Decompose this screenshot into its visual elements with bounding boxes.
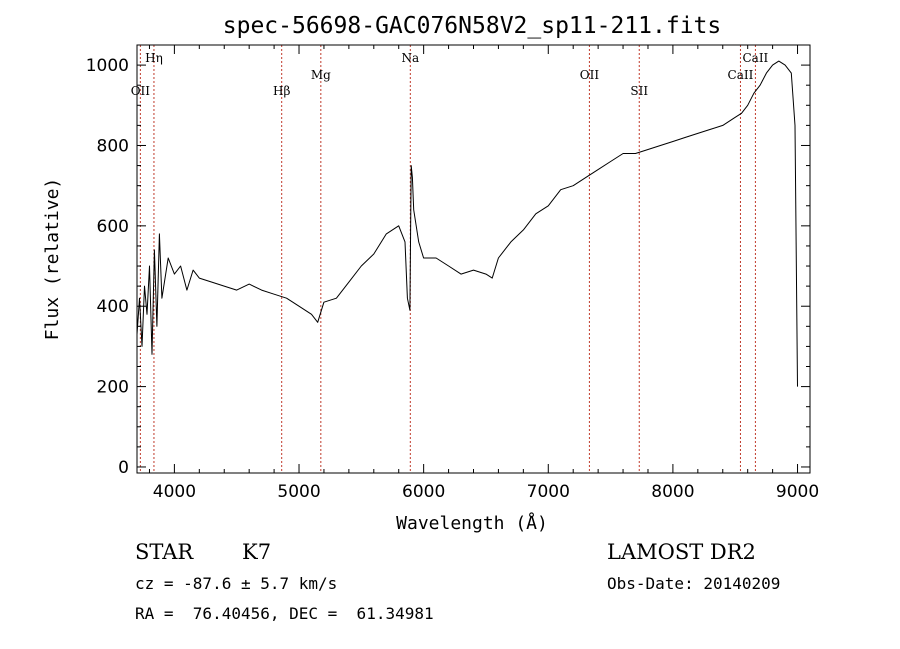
chart-title: spec-56698-GAC076N58V2_sp11-211.fits xyxy=(223,13,722,39)
coordinates: RA = 76.40456, DEC = 61.34981 xyxy=(135,604,434,623)
x-tick-label: 5000 xyxy=(277,482,320,502)
spectrum-line xyxy=(136,60,798,387)
x-axis: 4000 5000 6000 7000 8000 9000 xyxy=(148,45,819,502)
x-tick-label: 6000 xyxy=(402,482,445,502)
spectrum-series xyxy=(136,60,798,387)
y-tick-label: 200 xyxy=(97,378,129,398)
observation-date: Obs-Date: 20140209 xyxy=(607,574,781,593)
y-axis-label: Flux (relative) xyxy=(42,178,63,341)
line-marker-label: CaII xyxy=(742,51,768,65)
line-marker-label: OII xyxy=(580,68,600,82)
y-tick-label: 400 xyxy=(97,297,129,317)
y-tick-label: 800 xyxy=(97,136,129,156)
x-tick-label: 8000 xyxy=(651,482,694,502)
line-marker-label: Hη xyxy=(145,51,163,65)
y-tick-label: 1000 xyxy=(86,56,129,76)
object-subclass: K7 xyxy=(242,540,272,564)
line-marker-label: SII xyxy=(630,84,648,98)
redshift-velocity: cz = -87.6 ± 5.7 km/s xyxy=(135,574,338,593)
object-class: STAR xyxy=(135,540,194,564)
line-marker-label: Mg xyxy=(311,68,331,82)
line-marker-label: OII xyxy=(131,84,151,98)
y-tick-label: 0 xyxy=(118,458,129,478)
y-axis: 0 200 400 600 800 1000 xyxy=(86,56,810,478)
y-tick-label: 600 xyxy=(97,217,129,237)
line-markers: OII Hη Hβ Mg Na OII SII CaII CaII xyxy=(131,45,769,473)
x-axis-label: Wavelength (Å) xyxy=(396,512,548,534)
line-marker-label: Na xyxy=(401,51,419,65)
x-tick-label: 7000 xyxy=(527,482,570,502)
survey-name: LAMOST DR2 xyxy=(607,540,756,564)
x-tick-label: 9000 xyxy=(776,482,819,502)
plot-frame xyxy=(136,44,811,474)
line-marker-label: CaII xyxy=(728,68,754,82)
x-tick-label: 4000 xyxy=(153,482,196,502)
line-marker-label: Hβ xyxy=(273,84,290,98)
